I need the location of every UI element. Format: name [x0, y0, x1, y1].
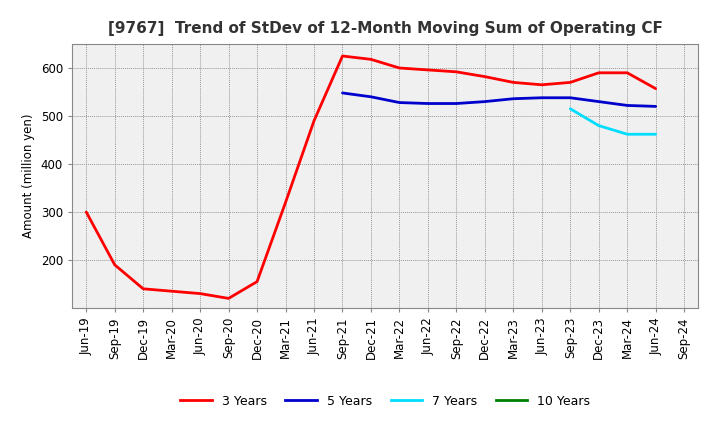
5 Years — [623, 103, 631, 108]
3 Years — [452, 69, 461, 74]
3 Years — [253, 279, 261, 284]
7 Years — [566, 106, 575, 111]
5 Years — [338, 90, 347, 95]
5 Years — [452, 101, 461, 106]
Line: 3 Years: 3 Years — [86, 56, 656, 298]
7 Years — [595, 123, 603, 128]
3 Years — [595, 70, 603, 75]
3 Years — [338, 53, 347, 59]
3 Years — [282, 200, 290, 205]
5 Years — [509, 96, 518, 101]
5 Years — [395, 100, 404, 105]
3 Years — [509, 80, 518, 85]
Line: 5 Years: 5 Years — [343, 93, 656, 106]
3 Years — [167, 289, 176, 294]
3 Years — [366, 57, 375, 62]
3 Years — [110, 262, 119, 268]
3 Years — [82, 209, 91, 215]
Line: 7 Years: 7 Years — [570, 109, 656, 134]
3 Years — [423, 67, 432, 73]
5 Years — [480, 99, 489, 104]
3 Years — [139, 286, 148, 291]
3 Years — [566, 80, 575, 85]
3 Years — [310, 118, 318, 124]
5 Years — [652, 104, 660, 109]
Title: [9767]  Trend of StDev of 12-Month Moving Sum of Operating CF: [9767] Trend of StDev of 12-Month Moving… — [108, 21, 662, 36]
3 Years — [652, 86, 660, 91]
5 Years — [537, 95, 546, 100]
5 Years — [423, 101, 432, 106]
3 Years — [480, 74, 489, 79]
5 Years — [366, 94, 375, 99]
7 Years — [623, 132, 631, 137]
5 Years — [566, 95, 575, 100]
Legend: 3 Years, 5 Years, 7 Years, 10 Years: 3 Years, 5 Years, 7 Years, 10 Years — [176, 390, 595, 413]
7 Years — [652, 132, 660, 137]
Y-axis label: Amount (million yen): Amount (million yen) — [22, 114, 35, 238]
3 Years — [225, 296, 233, 301]
5 Years — [595, 99, 603, 104]
3 Years — [395, 66, 404, 71]
3 Years — [623, 70, 631, 75]
3 Years — [537, 82, 546, 88]
3 Years — [196, 291, 204, 296]
